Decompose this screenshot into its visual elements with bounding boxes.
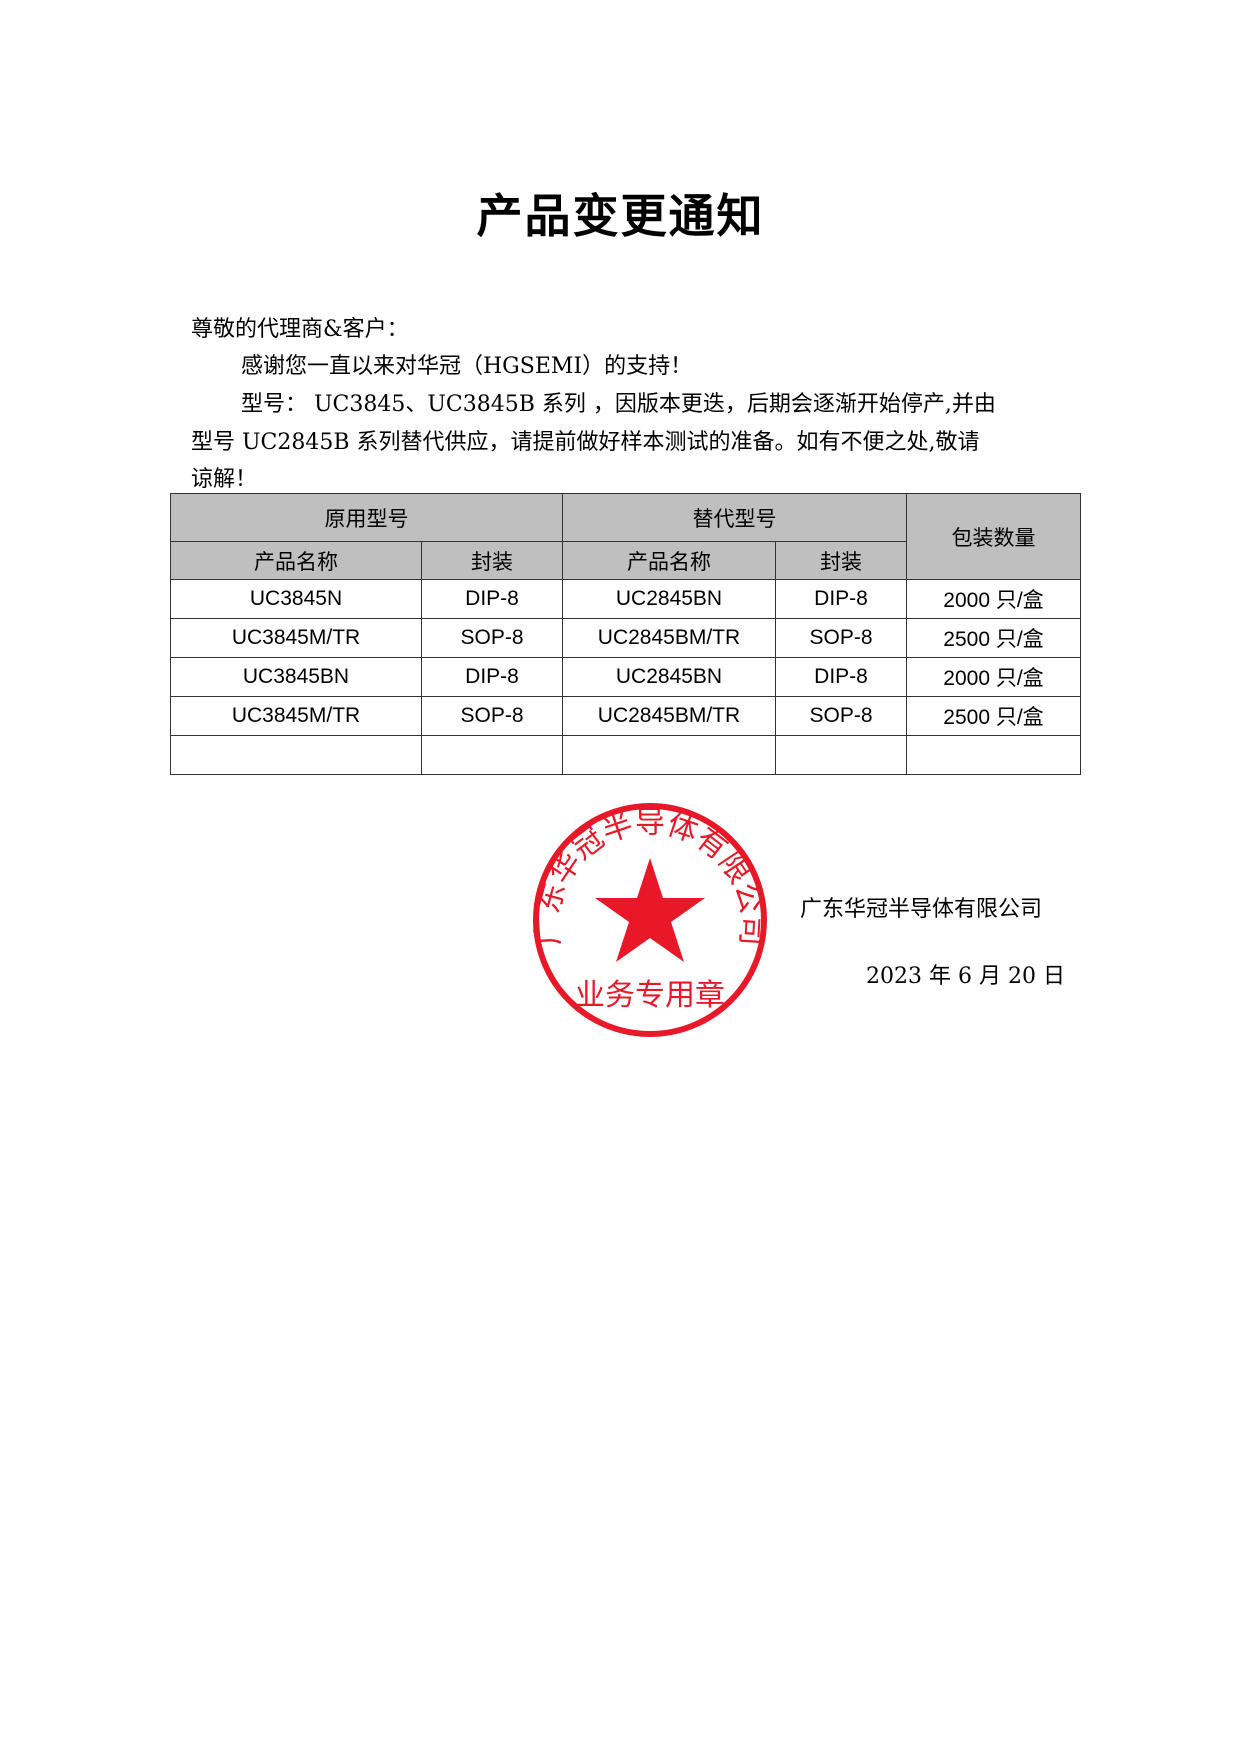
header-orig-name: 产品名称 — [170, 541, 422, 580]
new-package: SOP-8 — [775, 696, 907, 736]
product-change-table: 原用型号 替代型号 包装数量 产品名称 封装 产品名称 封装 UC3845N D… — [170, 493, 1081, 775]
table-row: UC3845N DIP-8 UC2845BN DIP-8 2000 只/盒 — [170, 579, 1081, 619]
table-row: UC3845M/TR SOP-8 UC2845BM/TR SOP-8 2500 … — [170, 696, 1081, 736]
table-row-empty — [170, 735, 1081, 775]
quantity: 2000 只/盒 — [906, 579, 1081, 619]
quantity — [906, 735, 1081, 775]
notice-line-1: 型号： UC3845、UC3845B 系列 ，因版本更迭，后期会逐渐开始停产,并… — [241, 392, 996, 417]
orig-name — [170, 735, 422, 775]
notice-line-3: 谅解！ — [191, 467, 258, 492]
orig-package: SOP-8 — [421, 618, 563, 658]
star-icon — [595, 858, 705, 962]
new-name: UC2845BN — [562, 657, 776, 697]
header-new-name: 产品名称 — [562, 541, 776, 580]
new-package: DIP-8 — [775, 579, 907, 619]
table-row: UC3845BN DIP-8 UC2845BN DIP-8 2000 只/盒 — [170, 657, 1081, 697]
orig-package: DIP-8 — [421, 579, 563, 619]
orig-name: UC3845N — [170, 579, 422, 619]
orig-name: UC3845BN — [170, 657, 422, 697]
header-orig-package: 封装 — [421, 541, 563, 580]
new-package: SOP-8 — [775, 618, 907, 658]
orig-name: UC3845M/TR — [170, 618, 422, 658]
new-package: DIP-8 — [775, 657, 907, 697]
orig-package — [421, 735, 563, 775]
header-quantity: 包装数量 — [906, 493, 1081, 580]
quantity: 2500 只/盒 — [906, 618, 1081, 658]
orig-package: DIP-8 — [421, 657, 563, 697]
new-package — [775, 735, 907, 775]
signature-company: 广东华冠半导体有限公司 — [800, 897, 1043, 922]
orig-package: SOP-8 — [421, 696, 563, 736]
page-title: 产品变更通知 — [476, 189, 765, 243]
orig-name: UC3845M/TR — [170, 696, 422, 736]
signature-date: 2023 年 6 月 20 日 — [866, 964, 1065, 989]
header-new-package: 封装 — [775, 541, 907, 580]
new-name: UC2845BM/TR — [562, 618, 776, 658]
quantity: 2500 只/盒 — [906, 696, 1081, 736]
new-name: UC2845BN — [562, 579, 776, 619]
thanks-line: 感谢您一直以来对华冠（HGSEMI）的支持！ — [241, 354, 693, 379]
notice-line-2: 型号 UC2845B 系列替代供应，请提前做好样本测试的准备。如有不便之处,敬请 — [191, 430, 980, 455]
quantity: 2000 只/盒 — [906, 657, 1081, 697]
company-seal: 广东华冠半导体有限公司 业务专用章 — [530, 803, 770, 1037]
header-original: 原用型号 — [170, 493, 563, 542]
header-replacement: 替代型号 — [562, 493, 907, 542]
new-name — [562, 735, 776, 775]
seal-bottom-text: 业务专用章 — [575, 978, 725, 1013]
table-row: UC3845M/TR SOP-8 UC2845BM/TR SOP-8 2500 … — [170, 618, 1081, 658]
greeting: 尊敬的代理商&客户： — [191, 317, 409, 342]
new-name: UC2845BM/TR — [562, 696, 776, 736]
seal-ring — [533, 803, 767, 1037]
